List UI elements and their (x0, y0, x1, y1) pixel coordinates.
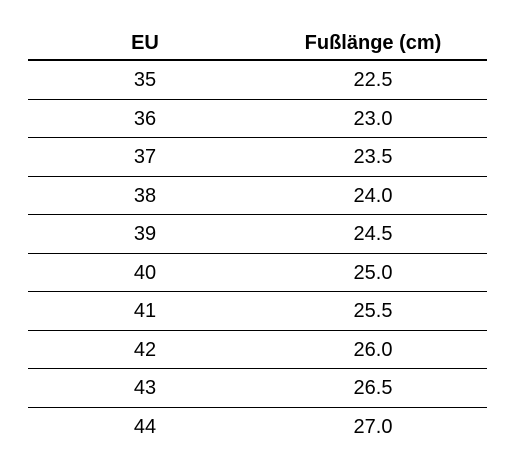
table-cell: 24.5 (353, 223, 393, 245)
table-cell: 35 (133, 69, 157, 91)
table-cell: 42 (133, 338, 157, 361)
table-cell: 22.5 (353, 69, 393, 91)
table-cell: 27.0 (353, 415, 393, 438)
row-rule (28, 329, 487, 331)
table-cell: 24.0 (353, 184, 393, 207)
row-rule (28, 214, 487, 215)
table-cell: 37 (133, 146, 157, 168)
row-rule (28, 175, 487, 177)
table-cell: 23.5 (353, 146, 393, 168)
table-cell: 44 (133, 415, 157, 438)
table-cell: 36 (133, 107, 157, 130)
table-cell: 26.0 (353, 338, 393, 361)
table-cell: 26.5 (353, 377, 393, 399)
row-rule (28, 137, 487, 138)
row-rule (28, 291, 487, 292)
row-rule (28, 252, 487, 254)
table-cell: 43 (133, 377, 157, 399)
table-cell: 38 (133, 184, 157, 207)
header-cell: Fußlänge (cm) (304, 32, 442, 54)
table-cell: 23.0 (353, 107, 393, 130)
table-cell: 41 (133, 300, 157, 322)
row-rule (28, 98, 487, 100)
row-rule (28, 406, 487, 408)
table-cell: 25.5 (353, 300, 393, 322)
header-cell: EU (131, 32, 159, 54)
table-cell: 25.0 (353, 261, 393, 284)
table-cell: 39 (133, 223, 157, 245)
table-cell: 40 (133, 261, 157, 284)
header-rule (28, 59, 487, 61)
row-rule (28, 368, 487, 369)
